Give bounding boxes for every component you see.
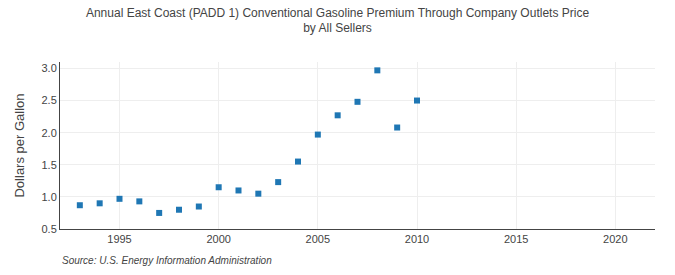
svg-text:2000: 2000 [206, 233, 230, 245]
svg-text:1995: 1995 [107, 233, 131, 245]
svg-text:Annual East Coast (PADD 1) Con: Annual East Coast (PADD 1) Conventional … [86, 6, 589, 36]
svg-text:0.5: 0.5 [42, 223, 57, 235]
svg-text:2.0: 2.0 [42, 126, 57, 138]
svg-text:3.0: 3.0 [42, 62, 57, 74]
svg-text:1.5: 1.5 [42, 159, 57, 171]
svg-text:2.5: 2.5 [42, 94, 57, 106]
svg-text:2015: 2015 [504, 233, 528, 245]
svg-text:2010: 2010 [405, 233, 429, 245]
svg-text:Source: U.S. Energy Informatio: Source: U.S. Energy Information Administ… [62, 255, 272, 266]
svg-text:2020: 2020 [603, 233, 627, 245]
svg-text:2005: 2005 [306, 233, 330, 245]
svg-text:1.0: 1.0 [42, 191, 57, 203]
svg-text:Dollars per Gallon: Dollars per Gallon [12, 93, 27, 197]
